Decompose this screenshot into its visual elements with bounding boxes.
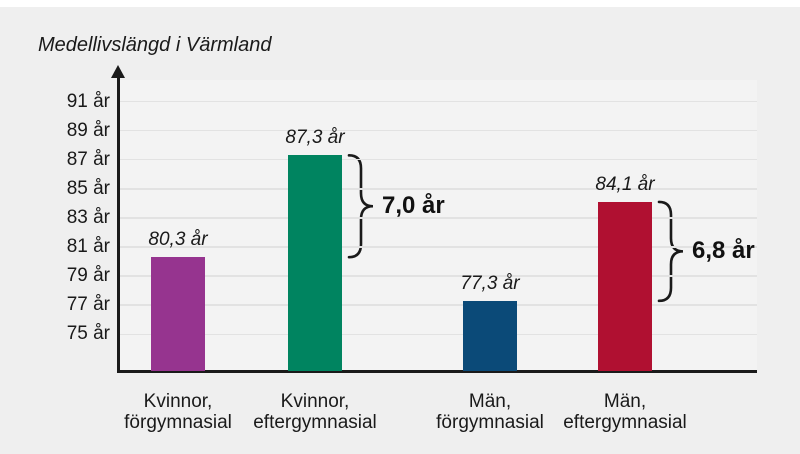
gridline	[120, 217, 757, 219]
plot-area	[120, 80, 757, 371]
x-category-label: Kvinnor, förgymnasial	[93, 391, 263, 433]
bar	[151, 257, 205, 372]
chart-title: Medellivslängd i Värmland	[38, 34, 272, 56]
x-category-label-line: eftergymnasial	[253, 412, 377, 433]
y-tick-label: 91 år	[66, 90, 110, 112]
y-tick-label: 89 år	[66, 119, 110, 141]
x-category-label-line: Kvinnor,	[143, 391, 213, 412]
x-category-label-line: Kvinnor,	[280, 391, 350, 412]
gridline	[120, 333, 757, 336]
x-axis-line	[117, 370, 757, 373]
gridline	[120, 188, 757, 190]
y-tick-label: 79 år	[66, 265, 110, 287]
x-category-label: Män, förgymnasial	[405, 391, 575, 433]
bar	[463, 300, 517, 372]
gridline	[120, 275, 757, 277]
bar-value-label: 87,3 år	[285, 127, 345, 149]
bar-value-label: 80,3 år	[148, 229, 208, 251]
gridline	[120, 129, 757, 132]
gridline	[120, 158, 757, 161]
y-tick-label: 75 år	[66, 323, 110, 345]
y-tick-label: 77 år	[66, 294, 110, 316]
x-category-label-line: Män,	[468, 391, 512, 412]
bar	[598, 201, 652, 372]
y-tick-label: 81 år	[66, 236, 110, 257]
gridline	[120, 246, 757, 248]
x-category-label: Kvinnor, eftergymnasial	[230, 391, 400, 433]
gridline	[120, 304, 757, 306]
y-tick-label: 83 år	[66, 206, 110, 228]
bar-value-label: 84,1 år	[595, 173, 655, 195]
x-category-label: Män, eftergymnasial	[540, 391, 710, 433]
y-axis-line	[117, 76, 120, 373]
gridline	[120, 100, 757, 103]
difference-label: 6,8 år	[692, 237, 755, 265]
x-category-label-line: förgymnasial	[436, 412, 544, 433]
x-category-label-line: förgymnasial	[124, 412, 232, 433]
difference-label: 7,0 år	[382, 192, 445, 220]
y-axis-arrowhead-icon	[111, 65, 125, 78]
bar-value-label: 77,3 år	[460, 272, 520, 294]
x-category-label-line: Män,	[603, 391, 647, 412]
bar	[288, 155, 342, 372]
top-white-strip	[0, 0, 800, 7]
x-category-label-line: eftergymnasial	[563, 412, 687, 433]
y-tick-label: 85 år	[66, 177, 110, 199]
y-tick-label: 87 år	[66, 148, 110, 170]
